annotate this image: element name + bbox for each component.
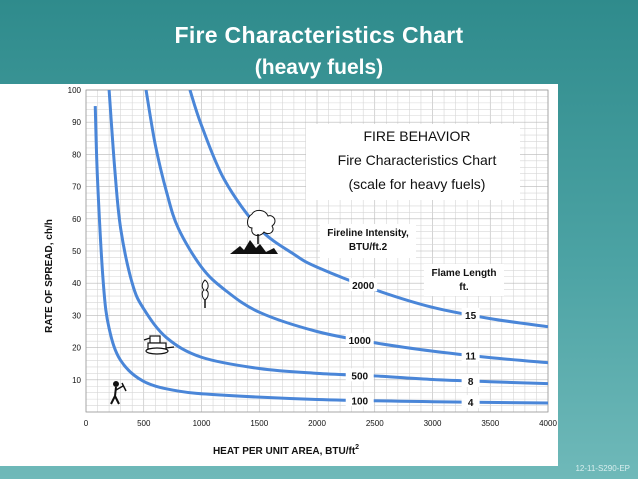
intensity-label-2000: 2000 [352, 281, 375, 292]
intensity-curve-500 [107, 90, 548, 386]
series-labels: 100 4 500 8 1000 11 2000 15 [345, 278, 480, 409]
flame-length-label-8: 8 [468, 377, 474, 388]
intensity-curve-2000 [188, 90, 548, 329]
intensity-label-backdrop [345, 332, 374, 346]
flame-label-backdrop [461, 348, 480, 362]
intensity-label-backdrop [345, 368, 374, 382]
x-tick-label: 2500 [366, 419, 384, 428]
axis-ticks: 0 500 1000 1500 2000 2500 3000 3500 4000 10 20 30 40… [68, 86, 558, 428]
flame-label-backdrop [461, 373, 480, 387]
dozer-icon [143, 335, 175, 355]
y-tick-label: 100 [68, 86, 82, 95]
y-tick-label: 70 [72, 183, 81, 192]
intensity-label-1000: 1000 [349, 336, 372, 347]
y-axis-title: RATE OF SPREAD, ch/h [44, 219, 55, 333]
x-tick-label: 4000 [539, 419, 557, 428]
flame-length-label-11: 11 [465, 351, 476, 362]
hand-tool-crew-icon [110, 381, 127, 405]
flame-length-label-4: 4 [468, 398, 474, 409]
flame-label-backdrop [461, 395, 480, 409]
chart-title-backdrop [306, 124, 520, 200]
slide-subtitle: (heavy fuels) [254, 56, 384, 79]
y-tick-label: 40 [72, 279, 81, 288]
x-axis-title-superscript: 2 [355, 444, 359, 451]
intensity-label-backdrop [349, 278, 378, 292]
torching-tree-icon [201, 279, 209, 308]
x-tick-label: 1500 [250, 419, 268, 428]
x-tick-label: 3500 [481, 419, 499, 428]
fire-characteristics-chart: 0 500 1000 1500 2000 2500 3000 3500 400010203040… [44, 86, 558, 457]
footer-code: 12-11-S290-EP [575, 464, 630, 473]
intensity-label-100: 100 [351, 396, 368, 407]
y-tick-label: 80 [72, 150, 81, 159]
y-tick-label: 30 [72, 311, 81, 320]
y-tick-label: 50 [72, 247, 81, 256]
intensity-label-500: 500 [351, 371, 368, 382]
x-tick-label: 500 [137, 419, 151, 428]
x-tick-label: 1000 [193, 419, 211, 428]
y-tick-label: 60 [72, 215, 81, 224]
intensity-header-line-1: Fireline Intensity, [327, 228, 409, 239]
intensity-curves [93, 90, 548, 405]
y-tick-label: 10 [72, 376, 81, 385]
slide-title: Fire Characteristics Chart [174, 22, 464, 48]
intensity-header-line-2: BTU/ft.2 [349, 242, 388, 253]
intensity-label-backdrop [345, 393, 374, 407]
chart-subtitle-line-2: (scale for heavy fuels) [349, 176, 486, 192]
x-axis-title-text: HEAT PER UNIT AREA, BTU/ft [213, 446, 356, 457]
y-tick-label: 90 [72, 118, 81, 127]
chart-title: FIRE BEHAVIOR [363, 128, 470, 144]
flame-label-backdrop [461, 307, 480, 321]
chart-subtitle-line-1: Fire Characteristics Chart [338, 152, 497, 168]
x-tick-label: 0 [84, 419, 89, 428]
intensity-curve-100 [93, 106, 548, 405]
flame-header-line-2: ft. [459, 282, 469, 293]
plot-frame [85, 89, 549, 413]
x-axis-title: HEAT PER UNIT AREA, BTU/ft2 [213, 444, 359, 457]
flame-length-label-15: 15 [465, 311, 477, 322]
flame-header-line-1: Flame Length [431, 268, 496, 279]
x-tick-label: 3000 [424, 419, 442, 428]
y-tick-label: 20 [72, 344, 81, 353]
crown-fire-icon [230, 209, 278, 254]
intensity-header-backdrop [320, 224, 416, 258]
flame-header-backdrop [424, 264, 504, 296]
intensity-curve-1000 [144, 90, 548, 365]
x-tick-label: 2000 [308, 419, 326, 428]
